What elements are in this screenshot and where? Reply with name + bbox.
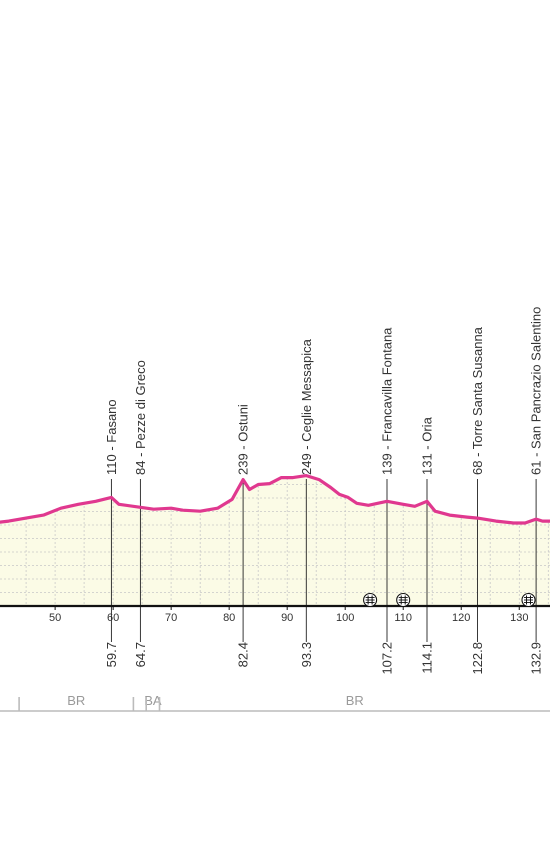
- province-label: BR: [67, 693, 85, 708]
- locality-name-label: 139 - Francavilla Fontana: [380, 327, 395, 475]
- locality-name-label: 110 - Fasano: [104, 399, 119, 475]
- locality-name-label: 131 - Oria: [420, 416, 435, 475]
- level-crossing-icon: [522, 594, 535, 607]
- level-crossing-icon: [364, 594, 377, 607]
- locality-km-label: 122.8: [470, 642, 485, 675]
- profile-fill: [0, 476, 550, 606]
- x-tick-label: 90: [281, 612, 293, 624]
- locality-km-label: 132.9: [529, 642, 544, 675]
- locality-km-label: 93.3: [299, 642, 314, 667]
- locality-name-label: 249 - Ceglie Messapica: [299, 338, 314, 475]
- km-axis: 50 60 70 80 90 100 110 120 130: [0, 606, 550, 624]
- locality-name-label: 239 - Ostuni: [236, 404, 251, 475]
- x-tick-label: 70: [165, 612, 177, 624]
- x-tick-label: 130: [510, 612, 528, 624]
- x-tick-label: 50: [49, 612, 61, 624]
- locality-name-label: 84 - Pezze di Greco: [133, 360, 148, 475]
- locality-km-label: 114.1: [420, 642, 435, 674]
- x-tick-label: 110: [394, 612, 412, 624]
- x-tick-label: 120: [452, 612, 470, 624]
- locality-km-label: 64.7: [133, 642, 148, 667]
- locality-km-label: 107.2: [380, 642, 395, 675]
- province-bar: BR BA BR: [0, 693, 550, 711]
- locality-km-label: 59.7: [104, 642, 119, 667]
- province-label: BR: [346, 693, 364, 708]
- x-tick-label: 80: [223, 612, 235, 624]
- locality-name-label: 68 - Torre Santa Susanna: [470, 326, 485, 475]
- locality-km-label: 82.4: [236, 642, 251, 667]
- locality-name-label: 61 - San Pancrazio Salentino: [529, 307, 544, 475]
- level-crossing-icon: [397, 594, 410, 607]
- x-tick-label: 60: [107, 612, 119, 624]
- profile-area: [0, 476, 550, 606]
- x-tick-label: 100: [336, 612, 354, 624]
